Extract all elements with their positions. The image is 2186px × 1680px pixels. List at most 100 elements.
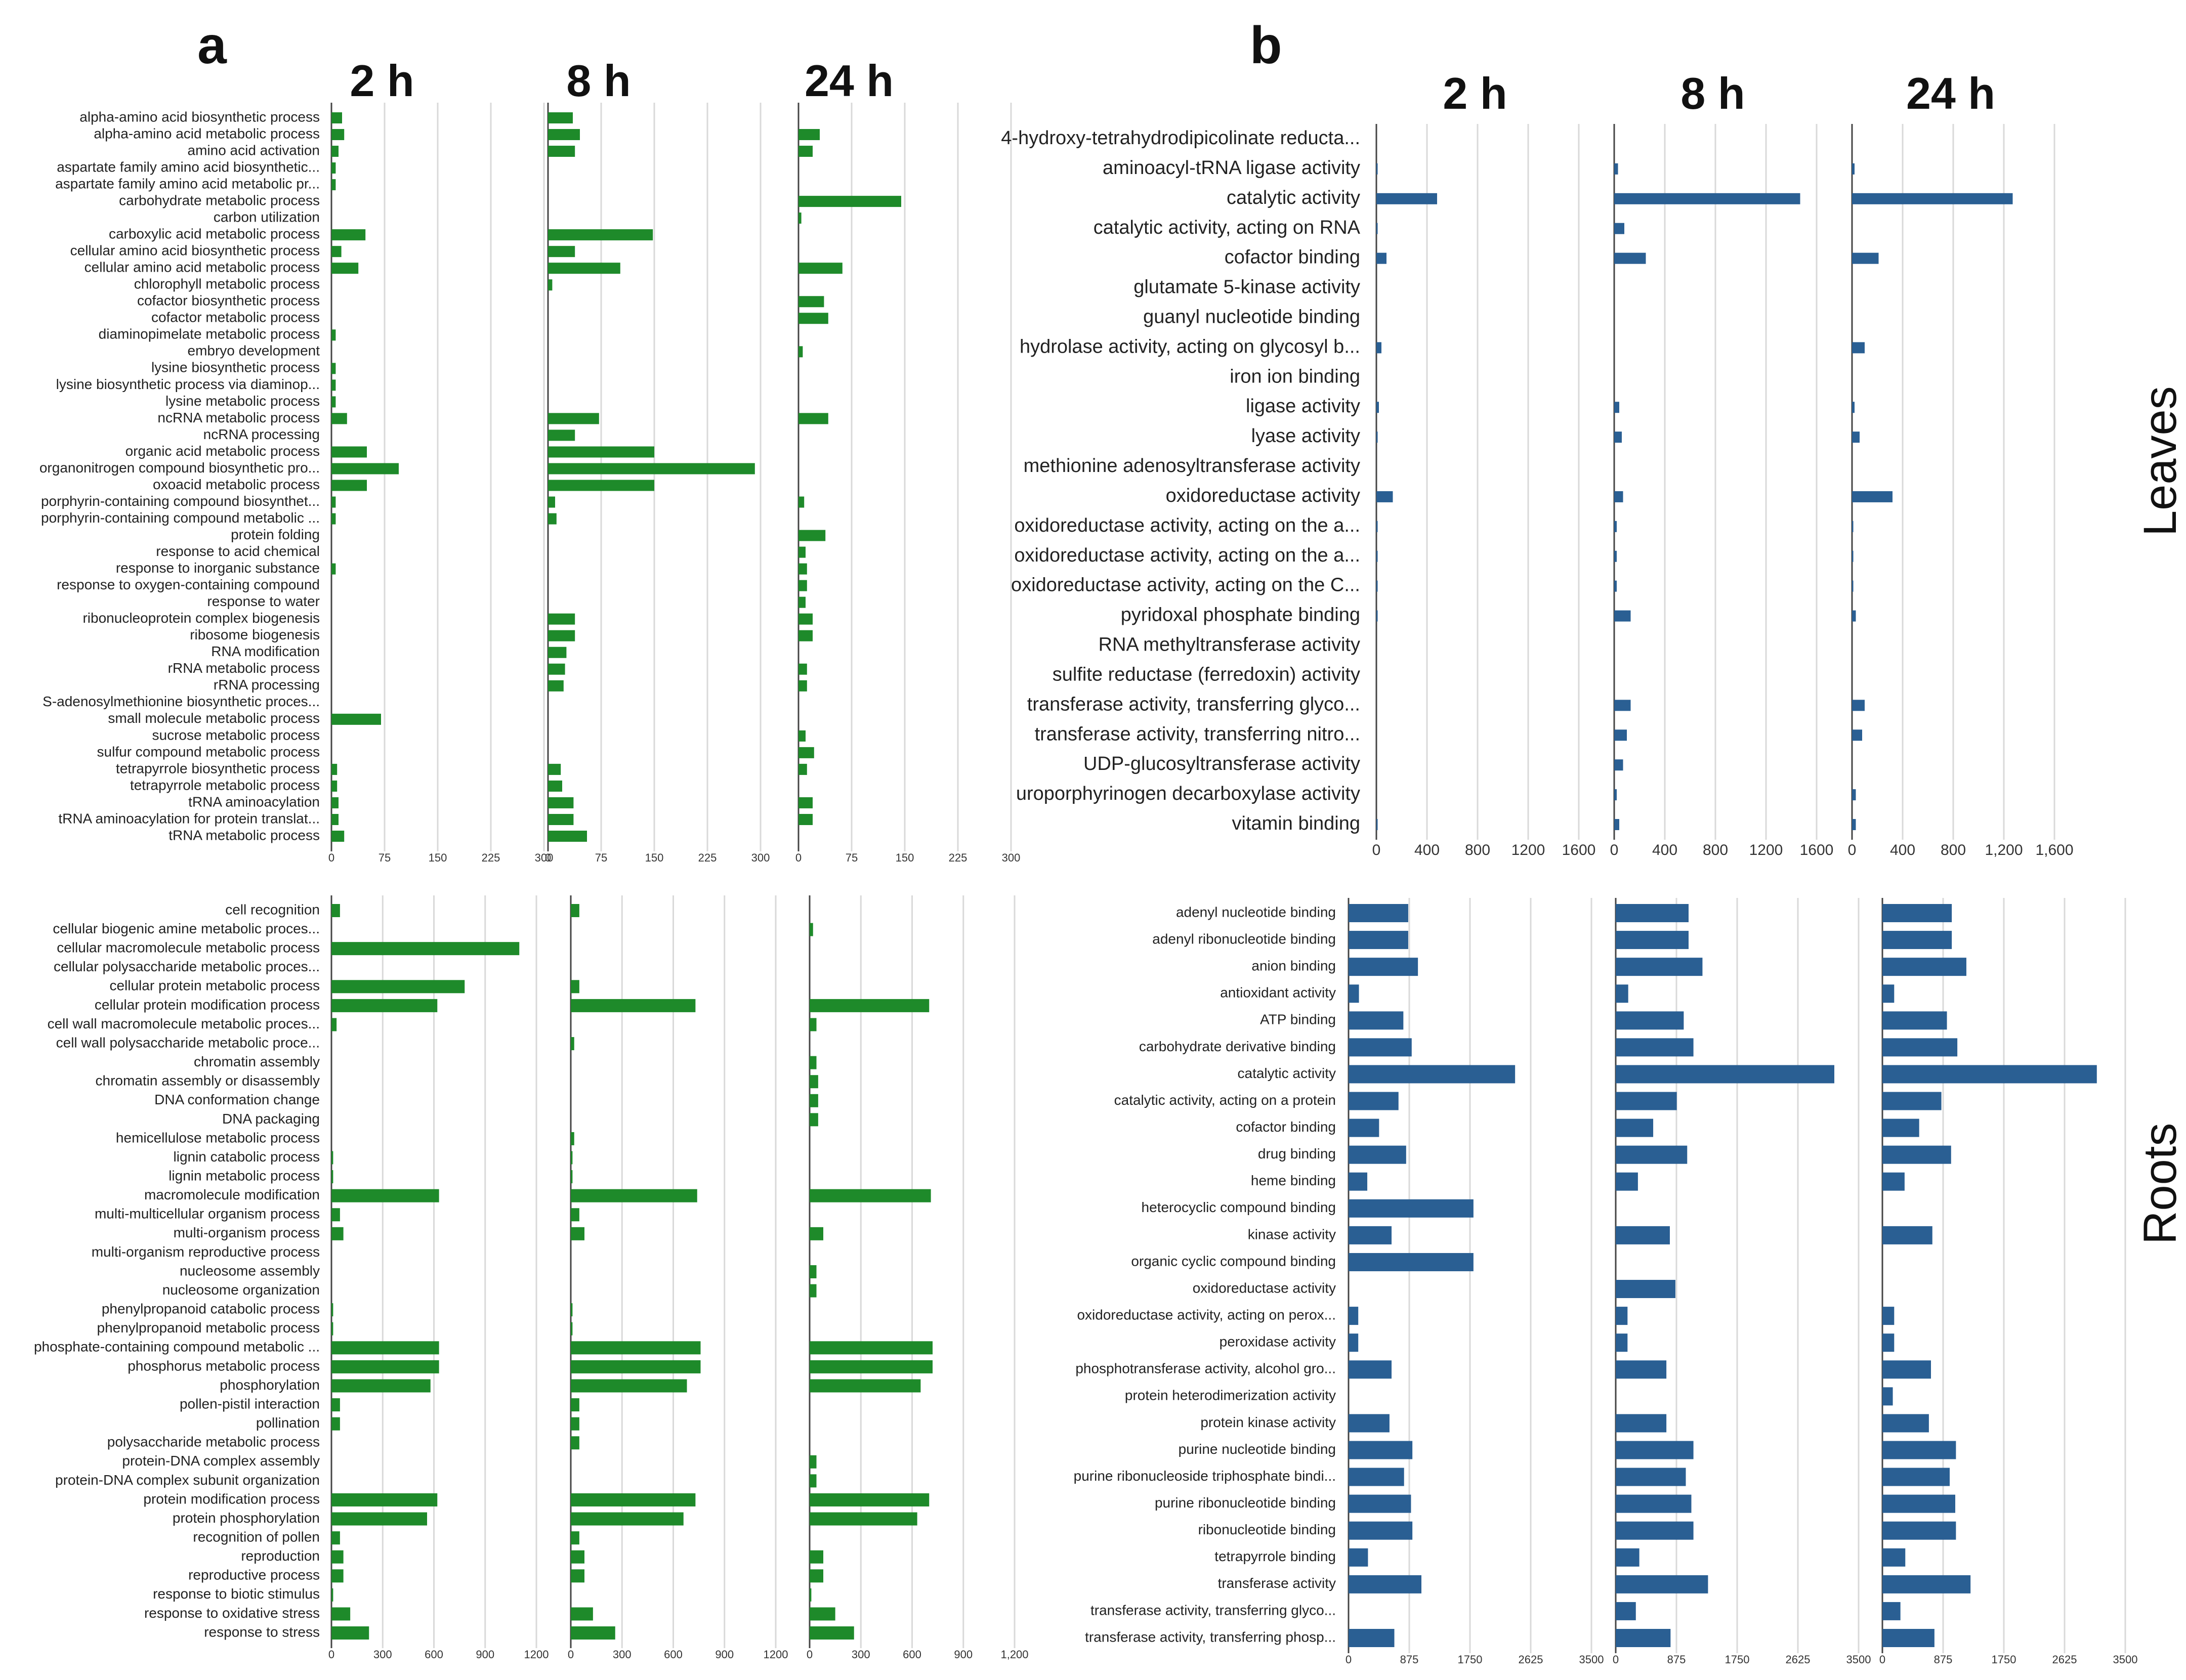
bar	[1616, 984, 1628, 1003]
panel-a-label: a	[197, 16, 227, 75]
bar	[1882, 958, 1966, 976]
category-label: alpha-amino acid biosynthetic process	[79, 109, 320, 124]
tick-label: 3500	[2113, 1653, 2138, 1666]
category-label: cellular macromolecule metabolic process	[57, 940, 320, 956]
bar	[1852, 610, 1856, 622]
category-label: ligase activity	[1246, 396, 1360, 417]
bar	[1616, 1360, 1667, 1379]
bar	[810, 1075, 818, 1089]
panel-b-label: b	[1250, 16, 1282, 75]
bar	[810, 1360, 933, 1373]
bar	[571, 1512, 684, 1526]
tick-label: 600	[664, 1648, 683, 1661]
category-label: tRNA aminoacylation for protein translat…	[58, 810, 320, 826]
bar	[331, 1170, 333, 1184]
tick-label: 1,600	[2035, 842, 2073, 858]
tick-label: 225	[698, 851, 717, 864]
category-label: DNA packaging	[222, 1111, 320, 1127]
bar	[548, 780, 562, 792]
bar	[331, 1531, 340, 1545]
bar	[331, 763, 338, 775]
bar	[331, 563, 336, 575]
bar	[1882, 1118, 1919, 1137]
tick-label: 900	[715, 1648, 734, 1661]
bar	[810, 1455, 817, 1469]
bar	[548, 112, 573, 123]
category-label: chlorophyll metabolic process	[134, 276, 320, 292]
category-label: RNA methyltransferase activity	[1099, 634, 1360, 656]
category-label: ribonucleoprotein complex biogenesis	[82, 610, 320, 626]
category-label: oxidoreductase activity	[1193, 1280, 1336, 1296]
category-label: lignin catabolic process	[174, 1149, 320, 1165]
tick-label: 75	[846, 851, 858, 864]
bar	[810, 1512, 917, 1526]
bar	[1349, 1092, 1399, 1110]
tick-label: 300	[852, 1648, 870, 1661]
bar	[571, 1379, 687, 1393]
bar	[1882, 984, 1895, 1003]
bar	[331, 831, 345, 842]
bar	[810, 1189, 931, 1202]
bar	[1376, 610, 1378, 622]
bar	[810, 1094, 818, 1107]
bar	[1349, 904, 1408, 922]
bar	[331, 813, 339, 825]
bar	[1852, 163, 1855, 175]
category-label: transferase activity, transferring phosp…	[1085, 1629, 1336, 1645]
bar	[798, 680, 807, 692]
timepoint-header: 8 h	[566, 56, 630, 106]
bar	[331, 1512, 427, 1526]
bar	[810, 1493, 930, 1506]
category-label: oxidoreductase activity	[1166, 485, 1360, 506]
bar	[548, 229, 653, 241]
tick-label: 3500	[1579, 1653, 1604, 1666]
bar	[1376, 342, 1381, 354]
category-label: lysine biosynthetic process via diaminop…	[56, 376, 320, 392]
category-label: small molecule metabolic process	[108, 710, 320, 726]
bar	[1852, 819, 1856, 830]
category-label: pyridoxal phosphate binding	[1121, 605, 1360, 626]
category-label: protein phosphorylation	[173, 1510, 320, 1526]
bar	[798, 630, 813, 641]
bar	[1852, 700, 1865, 711]
bar	[1616, 931, 1689, 950]
category-label: cellular biogenic amine metabolic proces…	[53, 921, 320, 936]
bar	[1882, 1333, 1895, 1352]
bar	[571, 1569, 584, 1583]
tick-label: 800	[1941, 842, 1966, 858]
bar	[1376, 580, 1378, 592]
bar	[1614, 223, 1624, 234]
bar	[331, 363, 336, 374]
bar	[1349, 1333, 1359, 1352]
bar	[1376, 819, 1378, 830]
bar	[571, 980, 579, 994]
chart-b-roots: adenyl nucleotide binding adenyl ribonucl…	[1074, 898, 2138, 1666]
category-label: cellular protein modification process	[95, 997, 320, 1012]
chart-a-leaves: alpha-amino acid biosynthetic processalp…	[39, 56, 1021, 864]
bar	[548, 513, 557, 525]
bar	[331, 1151, 333, 1165]
bar	[548, 496, 555, 508]
category-label: guanyl nucleotide binding	[1143, 307, 1360, 328]
tick-label: 400	[1652, 842, 1677, 858]
bar	[798, 263, 843, 274]
bar	[1882, 1360, 1931, 1379]
bar	[331, 246, 342, 257]
bar	[1852, 491, 1893, 502]
bar	[798, 613, 813, 625]
bar	[798, 530, 826, 541]
bar	[548, 263, 620, 274]
category-label: sulfur compound metabolic process	[97, 744, 320, 759]
bar	[1349, 1548, 1368, 1567]
bar	[1614, 491, 1623, 502]
category-label: phosphorus metabolic process	[128, 1358, 320, 1373]
bar	[1349, 1226, 1392, 1244]
tick-label: 1600	[1800, 842, 1834, 858]
bar	[571, 1417, 579, 1431]
bar	[798, 747, 814, 758]
tick-label: 0	[1879, 1653, 1885, 1666]
bar	[571, 1360, 701, 1373]
category-label: kinase activity	[1248, 1226, 1336, 1242]
tick-label: 0	[1346, 1653, 1352, 1666]
category-label: catalytic activity	[1227, 187, 1360, 208]
